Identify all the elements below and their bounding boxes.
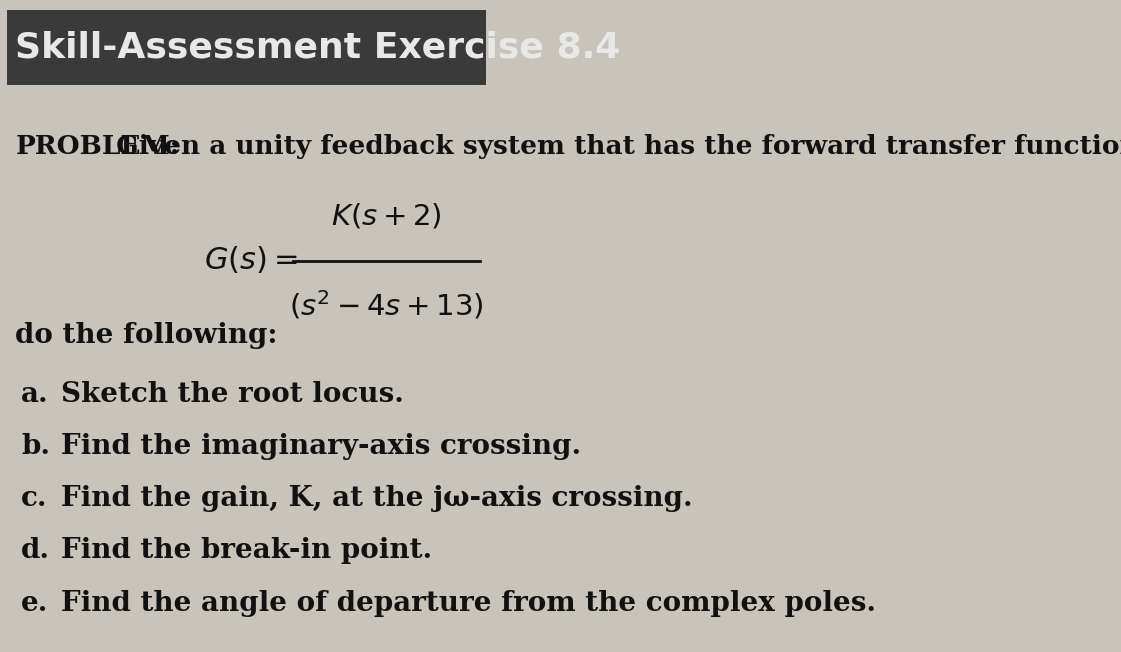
Text: Find the gain, K, at the jω-axis crossing.: Find the gain, K, at the jω-axis crossin… — [62, 485, 693, 512]
Text: do the following:: do the following: — [16, 322, 278, 349]
Text: Given a unity feedback system that has the forward transfer function: Given a unity feedback system that has t… — [106, 134, 1121, 159]
Text: $\mathit{(s^2-4s+13)}$: $\mathit{(s^2-4s+13)}$ — [289, 289, 483, 321]
Text: Find the imaginary-axis crossing.: Find the imaginary-axis crossing. — [62, 433, 581, 460]
Text: Find the angle of departure from the complex poles.: Find the angle of departure from the com… — [62, 589, 877, 617]
Text: Sketch the root locus.: Sketch the root locus. — [62, 381, 404, 408]
Text: b.: b. — [21, 433, 50, 460]
Text: $\mathit{K(s+2)}$: $\mathit{K(s+2)}$ — [331, 202, 442, 231]
Text: e.: e. — [21, 589, 48, 617]
Text: PROBLEM:: PROBLEM: — [16, 134, 179, 159]
Text: $\mathit{G(s)}=$: $\mathit{G(s)}=$ — [204, 245, 297, 276]
Text: Find the break-in point.: Find the break-in point. — [62, 537, 433, 565]
Text: a.: a. — [21, 381, 49, 408]
FancyBboxPatch shape — [7, 10, 487, 85]
Text: c.: c. — [21, 485, 48, 512]
Text: Skill-Assessment Exercise 8.4: Skill-Assessment Exercise 8.4 — [16, 30, 621, 65]
Text: d.: d. — [21, 537, 50, 565]
